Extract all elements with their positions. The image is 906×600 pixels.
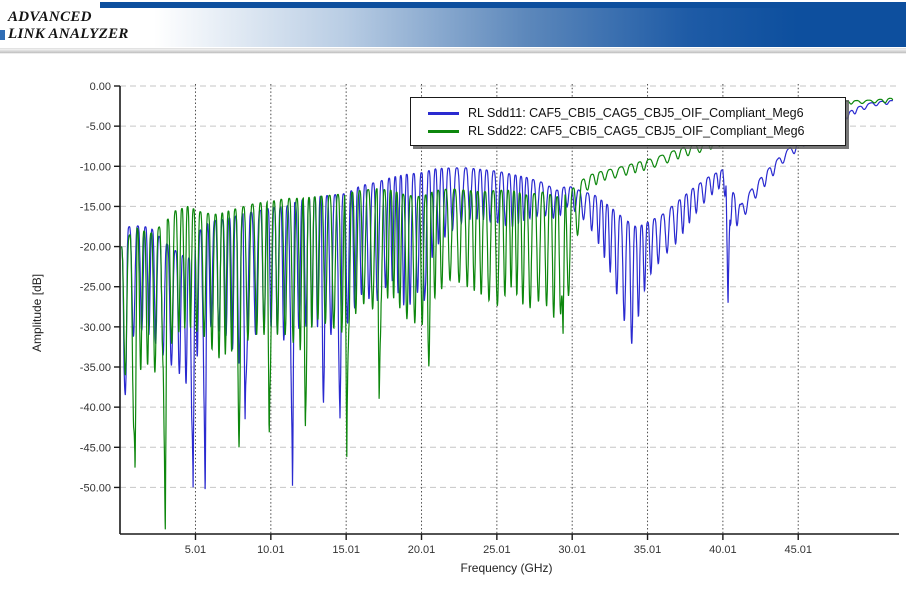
y-tick-label: -15.00: [80, 201, 111, 213]
logo-line-2: LINK ANALYZER: [8, 26, 129, 42]
app-logo: ADVANCED LINK ANALYZER: [8, 9, 129, 43]
y-tick-label: -10.00: [80, 161, 111, 173]
app-header: ADVANCED LINK ANALYZER: [0, 0, 906, 54]
x-tick-label: 15.01: [332, 544, 360, 556]
x-tick-label: 35.01: [634, 544, 662, 556]
x-tick-label: 10.01: [257, 544, 285, 556]
y-tick-label: -40.00: [80, 402, 111, 414]
logo-line-1: ADVANCED: [8, 9, 92, 25]
header-top-strip: [100, 2, 906, 8]
x-tick-label: 30.01: [558, 544, 586, 556]
x-tick-label: 20.01: [408, 544, 436, 556]
y-tick-label: -35.00: [80, 362, 111, 374]
header-divider: [0, 48, 906, 54]
x-axis-title: Frequency (GHz): [460, 561, 553, 575]
legend-label-sdd22: RL Sdd22: CAF5_CBI5_CAG5_CBJ5_OIF_Compli…: [468, 124, 805, 138]
x-tick-label: 45.01: [784, 544, 812, 556]
x-tick-label: 40.01: [709, 544, 737, 556]
series-line-sdd22: [120, 97, 894, 530]
legend-swatch-sdd11: [428, 111, 459, 115]
y-tick-label: -30.00: [80, 322, 111, 334]
legend-label-sdd11: RL Sdd11: CAF5_CBI5_CAG5_CBJ5_OIF_Compli…: [468, 106, 804, 120]
y-tick-label: 0.00: [90, 81, 111, 93]
logo-mark-icon: [0, 30, 5, 40]
legend-item-sdd22: RL Sdd22: CAF5_CBI5_CAG5_CBJ5_OIF_Compli…: [411, 122, 845, 140]
y-tick-label: -25.00: [80, 282, 111, 294]
x-tick-label: 25.01: [483, 544, 511, 556]
header-banner: [0, 8, 906, 47]
legend-item-sdd11: RL Sdd11: CAF5_CBI5_CAG5_CBJ5_OIF_Compli…: [411, 104, 845, 122]
legend: RL Sdd11: CAF5_CBI5_CAG5_CBJ5_OIF_Compli…: [410, 97, 846, 146]
y-tick-label: -20.00: [80, 242, 111, 254]
x-tick-label: 5.01: [185, 544, 206, 556]
y-axis-title: Amplitude [dB]: [30, 273, 44, 352]
y-tick-label: -45.00: [80, 442, 111, 454]
legend-swatch-sdd22: [428, 129, 459, 133]
y-tick-label: -5.00: [86, 121, 111, 133]
y-tick-label: -50.00: [80, 482, 111, 494]
